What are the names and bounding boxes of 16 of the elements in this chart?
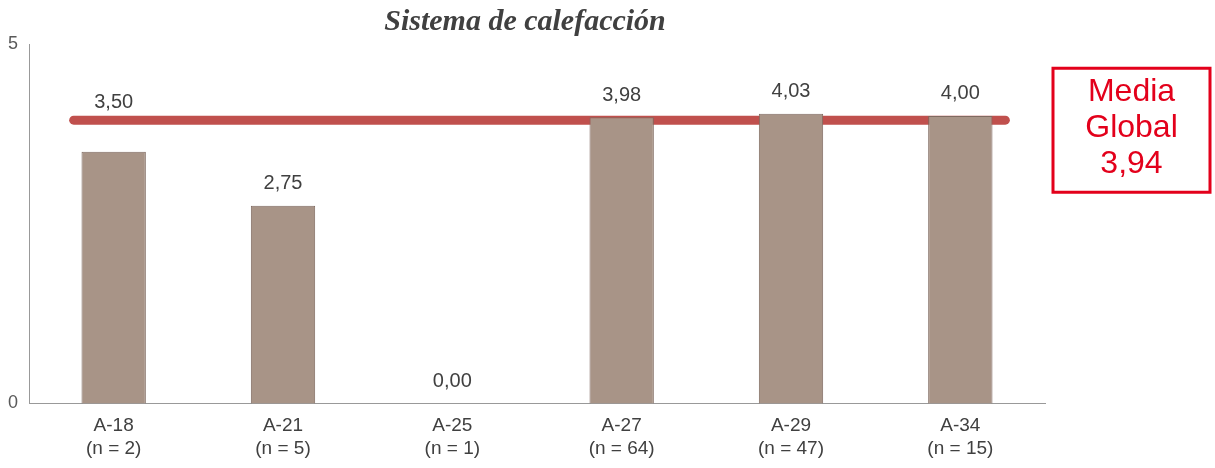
data-label: 0,00	[432, 368, 472, 391]
data-label: 4,03	[771, 79, 811, 102]
x-tick-label: A-25 (n = 1)	[424, 414, 481, 458]
x-tick-label: A-27 (n = 64)	[588, 414, 655, 458]
x-tick-label: A-34 (n = 15)	[927, 414, 994, 458]
x-tick-label: A-21 (n = 5)	[255, 414, 311, 458]
x-tick-label: A-29 (n = 47)	[757, 414, 825, 458]
ref-line-label: Media Global 3,94	[1085, 72, 1178, 181]
x-tick-label: A-18 (n = 2)	[85, 414, 142, 458]
data-label: 3,50	[94, 89, 134, 112]
y-tick-label: 0	[8, 392, 19, 413]
data-label: 2,75	[263, 171, 303, 194]
y-tick-label: 5	[8, 32, 19, 53]
chart-title: Sistema de calefacción	[384, 2, 666, 36]
data-label: 4,00	[940, 81, 980, 104]
data-label: 3,98	[602, 82, 642, 105]
